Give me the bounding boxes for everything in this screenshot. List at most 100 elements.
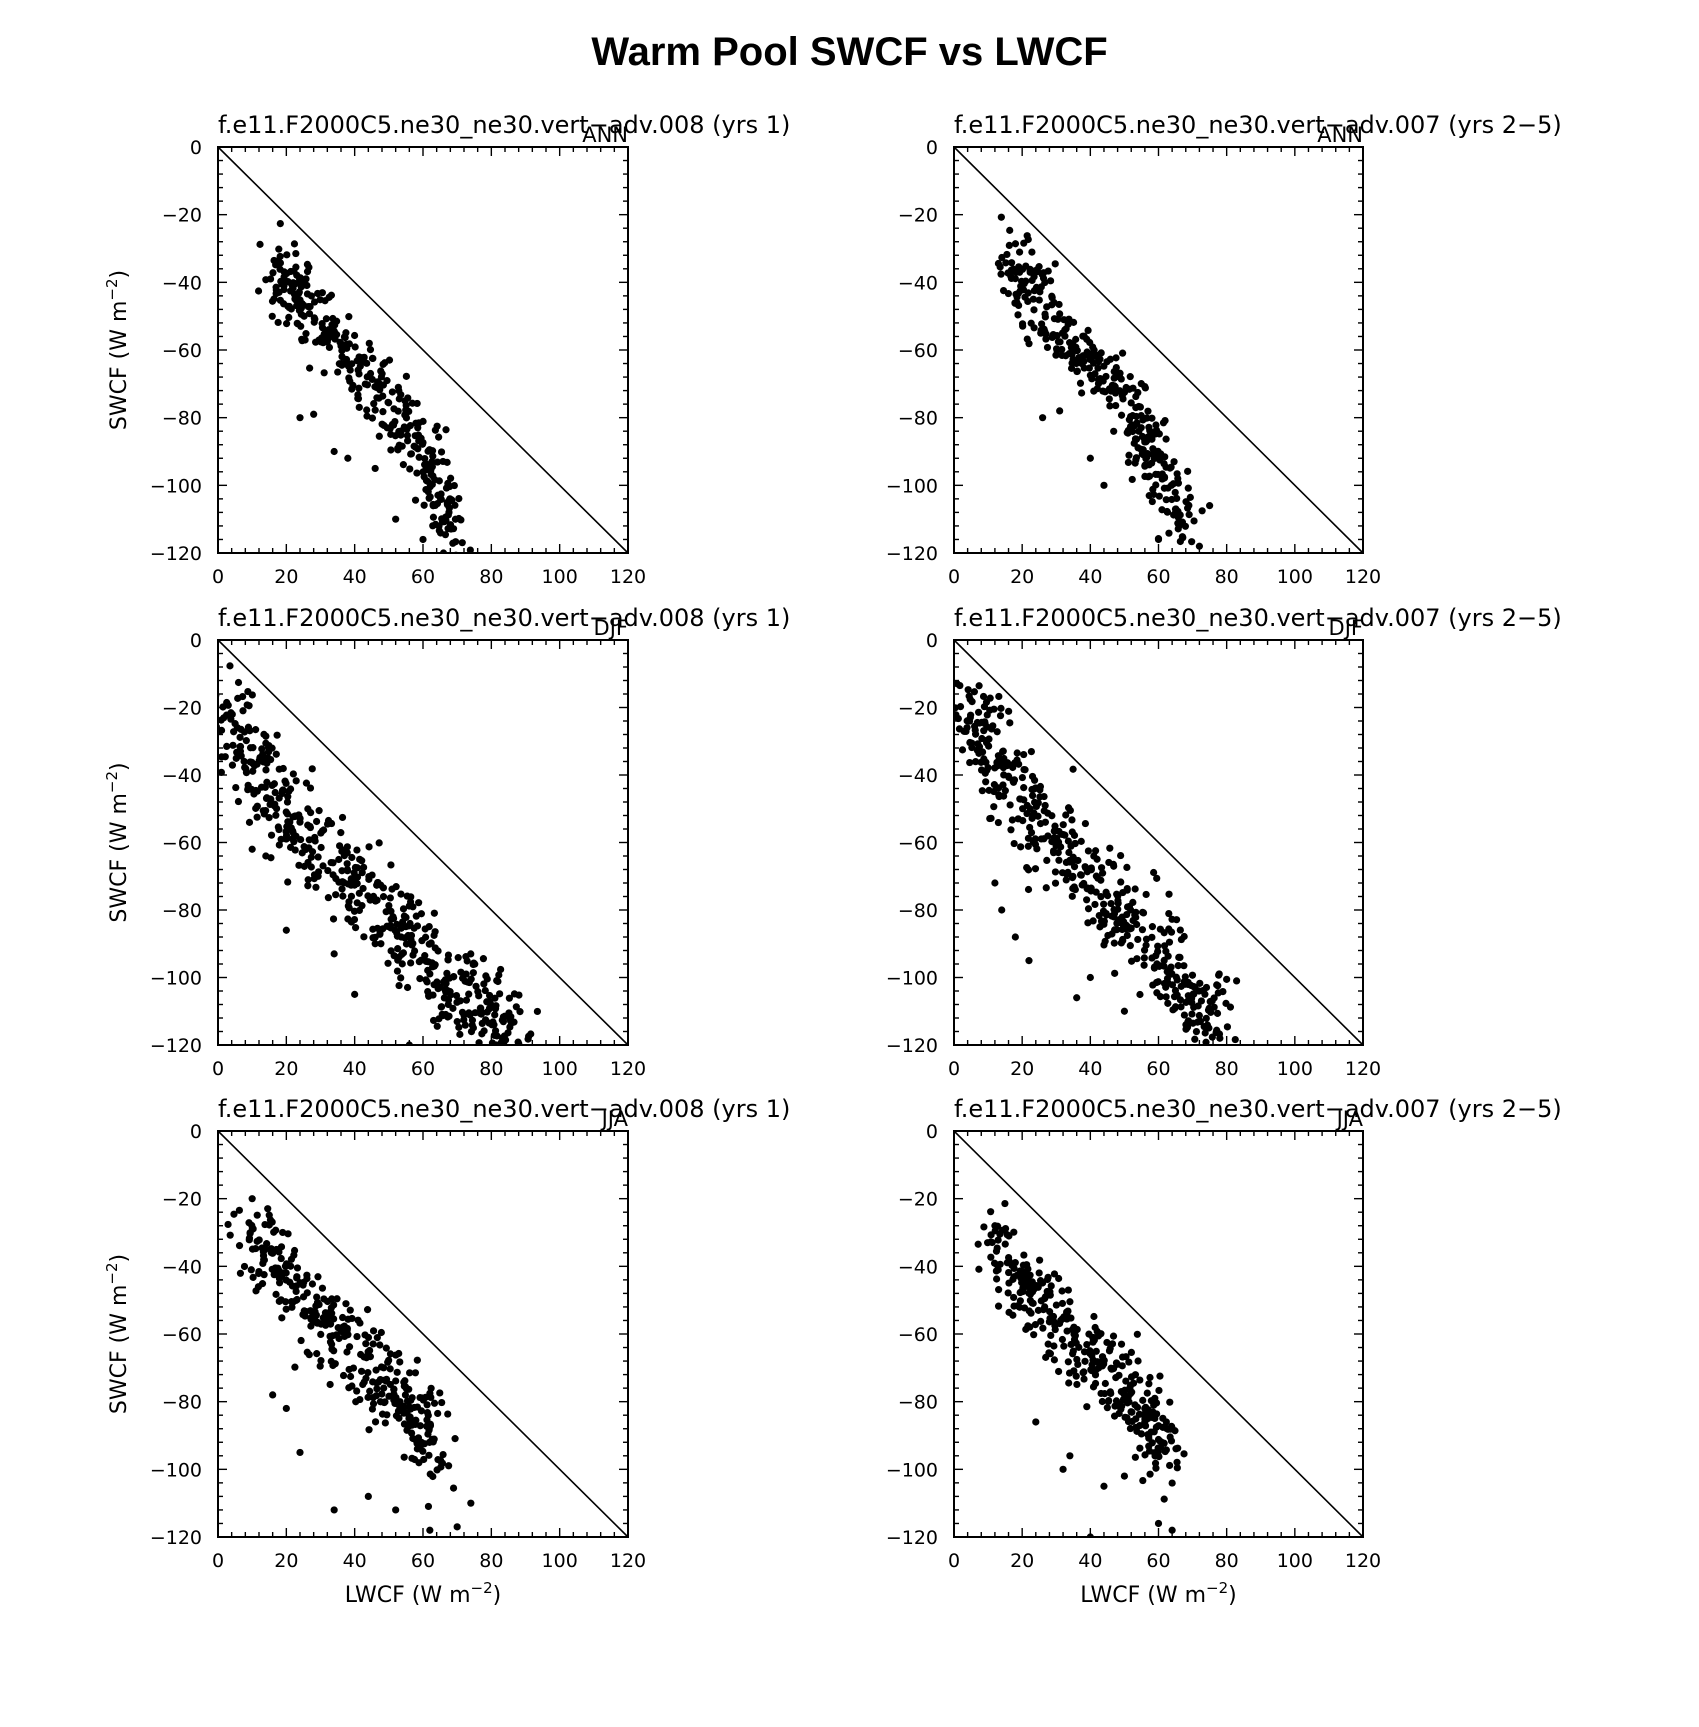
data-point [248, 1225, 256, 1233]
data-point [378, 370, 386, 378]
one-to-one-line [217, 146, 629, 554]
data-point [431, 426, 439, 434]
data-point [356, 1395, 364, 1404]
data-point [1068, 892, 1076, 900]
data-point [332, 891, 340, 899]
data-point [375, 394, 383, 402]
y-tick-label: −80 [162, 900, 202, 922]
data-point [1190, 517, 1198, 525]
y-tick-label: −60 [898, 340, 938, 362]
data-point [1092, 872, 1100, 880]
data-point [1069, 340, 1077, 349]
y-tick-label: −40 [162, 765, 202, 787]
data-point [289, 1298, 297, 1306]
data-point [1041, 1293, 1050, 1301]
x-tick-label: 100 [1277, 1058, 1313, 1080]
data-point [233, 724, 241, 732]
data-point [344, 902, 352, 910]
data-point [483, 975, 491, 983]
data-point [312, 883, 320, 891]
data-point [339, 1371, 348, 1380]
data-point [974, 1240, 982, 1248]
data-point [399, 905, 408, 913]
x-tick-label: 60 [1146, 1058, 1170, 1080]
data-point [359, 1380, 367, 1389]
data-point [1118, 349, 1127, 357]
data-point [380, 1384, 388, 1392]
x-tick-label: 60 [1146, 566, 1170, 588]
data-point [413, 922, 422, 930]
data-point [1132, 392, 1140, 401]
data-point [331, 335, 339, 343]
data-point [1014, 311, 1022, 319]
y-tick-label: −100 [150, 475, 202, 497]
data-point [426, 970, 434, 978]
data-point [1143, 1389, 1151, 1397]
data-point [401, 934, 409, 942]
y-tick-label: −120 [886, 1035, 938, 1057]
data-point [371, 1418, 380, 1426]
data-point [363, 1306, 372, 1314]
data-point [1162, 496, 1170, 504]
data-point [401, 1391, 410, 1399]
data-point [1162, 983, 1170, 991]
data-point [1140, 954, 1148, 962]
data-point [981, 769, 989, 777]
data-point [490, 1021, 498, 1029]
data-point [982, 778, 990, 786]
data-point [378, 1390, 386, 1398]
data-point [1151, 1394, 1159, 1402]
data-point [1153, 960, 1161, 968]
data-point [490, 1031, 498, 1039]
data-point [501, 1012, 509, 1020]
data-point [1100, 917, 1108, 925]
data-point [437, 1458, 446, 1467]
data-point [376, 1341, 384, 1349]
y-tick-label: 0 [190, 137, 202, 159]
data-point [1154, 1435, 1163, 1444]
data-point [256, 240, 264, 248]
data-point [1088, 1351, 1096, 1360]
data-point [240, 757, 248, 766]
data-point [1122, 925, 1130, 933]
data-point [453, 1523, 461, 1531]
data-point [291, 280, 300, 288]
one-to-one-line [217, 639, 629, 1046]
x-tick-label: 120 [1345, 1550, 1381, 1572]
data-point [383, 1411, 391, 1419]
data-point [314, 853, 322, 861]
data-point [1073, 994, 1081, 1002]
data-point [1046, 1308, 1054, 1316]
data-point [388, 388, 396, 396]
data-point [433, 458, 442, 466]
data-point [454, 954, 462, 962]
data-point [1094, 364, 1102, 372]
data-point [1080, 1375, 1088, 1383]
panel-title: f.e11.F2000C5.ne30_ne30.vert−adv.008 (yr… [218, 111, 790, 139]
data-point [1024, 297, 1032, 306]
data-point [434, 1409, 442, 1418]
data-point [371, 464, 379, 473]
x-tick-label: 60 [1146, 1550, 1170, 1572]
scatter-panel-2: 0 20 40 60 80 100 120 0 −20 −40 −60 −80 −100 −120 f.e1… [886, 111, 1562, 588]
y-tick-label: 0 [926, 1121, 938, 1143]
y-tick-label: 0 [926, 630, 938, 652]
data-point [453, 551, 459, 553]
data-point [326, 1320, 335, 1328]
data-point [1100, 362, 1108, 370]
data-point [386, 1365, 394, 1373]
data-point [382, 1344, 390, 1352]
data-point [1106, 1388, 1114, 1396]
data-point [351, 343, 359, 351]
data-point [226, 1231, 234, 1239]
data-point [1122, 1353, 1130, 1361]
data-point [510, 990, 519, 998]
data-point [1167, 463, 1175, 471]
panel-title: f.e11.F2000C5.ne30_ne30.vert−adv.007 (yr… [954, 1095, 1562, 1123]
data-point [1020, 784, 1028, 792]
data-point [376, 386, 384, 394]
data-point [513, 1063, 520, 1070]
data-point [339, 892, 347, 900]
data-point [1034, 1282, 1042, 1290]
data-point [286, 818, 294, 826]
